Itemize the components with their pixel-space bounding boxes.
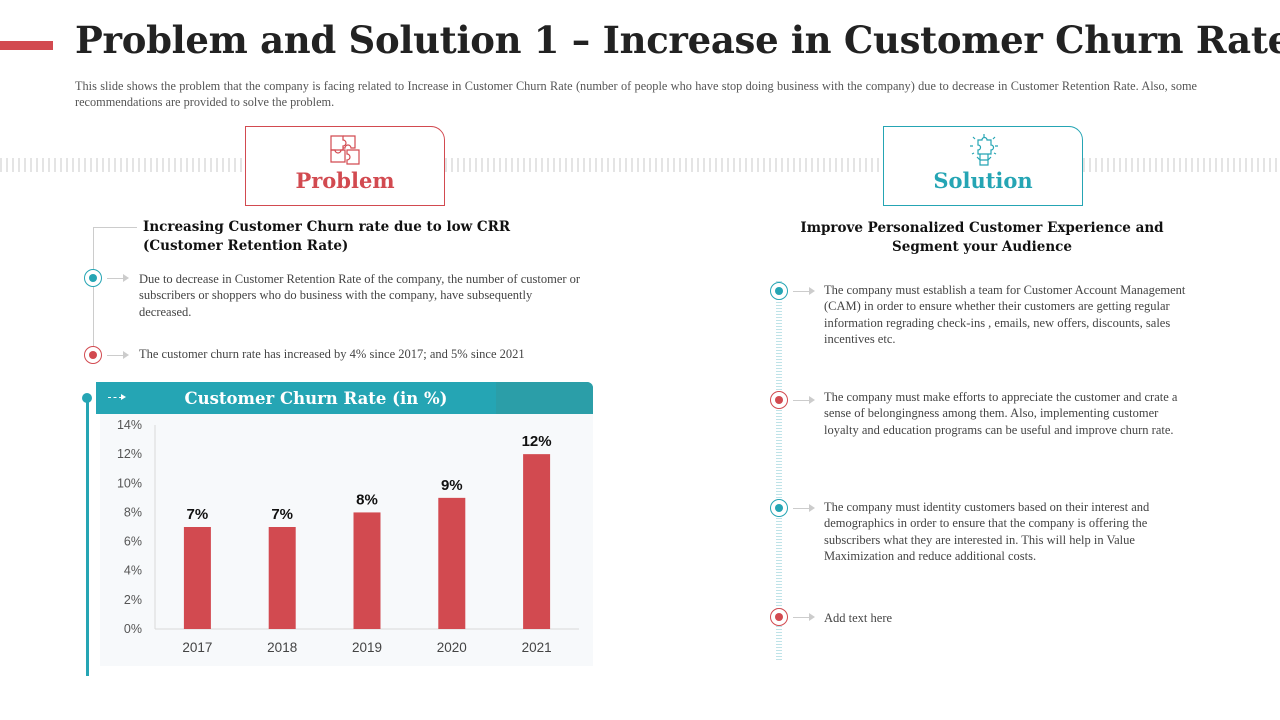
solution-point-4: Add text here bbox=[824, 611, 893, 625]
x-tick-label: 2018 bbox=[267, 640, 297, 655]
x-tick-label: 2019 bbox=[352, 640, 382, 655]
solution-header-box: Solution bbox=[883, 126, 1083, 206]
problem-label: Problem bbox=[295, 168, 395, 193]
solution-arrow-4 bbox=[793, 613, 815, 621]
puzzle-hand-icon bbox=[970, 134, 998, 166]
decorative-stripe-middle bbox=[445, 158, 883, 172]
solution-bullet-4 bbox=[770, 608, 788, 626]
y-tick-label: 6% bbox=[124, 535, 142, 549]
y-tick-label: 12% bbox=[117, 447, 142, 461]
bar-2019 bbox=[353, 512, 381, 629]
bar-2017 bbox=[183, 527, 211, 629]
solution-bullet-1 bbox=[770, 282, 788, 300]
problem-point-1: Due to decrease in Customer Retention Ra… bbox=[139, 272, 581, 319]
y-tick-label: 8% bbox=[124, 505, 142, 519]
y-tick-label: 10% bbox=[117, 476, 142, 490]
bar-value-label: 7% bbox=[271, 506, 293, 523]
churn-rate-chart: 0% 2% 4% 6% 8% 10% 12% 14% 7% 2017 7% 2018 8% 2019 9% 2… bbox=[117, 418, 579, 655]
title-accent-bar bbox=[0, 41, 53, 50]
solution-bullet-3 bbox=[770, 499, 788, 517]
chart-timeline-dot bbox=[82, 393, 92, 403]
problem-arrow-1 bbox=[107, 274, 129, 282]
problem-bullet-2 bbox=[84, 346, 102, 364]
y-tick-label: 2% bbox=[124, 593, 142, 607]
chart-timeline-line bbox=[86, 398, 89, 676]
chart-title: Customer Churn Rate (in %) bbox=[184, 389, 448, 408]
y-tick-label: 4% bbox=[124, 564, 142, 578]
problem-header-box: Problem bbox=[245, 126, 445, 206]
bar-2021 bbox=[523, 454, 551, 629]
y-tick-label: 0% bbox=[124, 622, 142, 636]
x-tick-label: 2021 bbox=[522, 640, 552, 655]
bar-value-label: 8% bbox=[356, 491, 378, 508]
chart-background bbox=[100, 414, 593, 666]
page-subtitle: This slide shows the problem that the co… bbox=[75, 79, 1197, 109]
x-tick-label: 2020 bbox=[437, 640, 467, 655]
bar-2020 bbox=[438, 497, 466, 629]
page-title: Problem and Solution 1 – Increase in Cus… bbox=[75, 18, 1280, 62]
decorative-stripe-right bbox=[1083, 158, 1280, 172]
solution-arrow-3 bbox=[793, 504, 815, 512]
solution-timeline-line bbox=[776, 281, 782, 661]
chart-header-shade bbox=[496, 382, 593, 414]
solution-label: Solution bbox=[933, 168, 1033, 193]
chart-header-arrow-icon bbox=[108, 394, 126, 400]
solution-bullet-2 bbox=[770, 391, 788, 409]
bar-value-label: 12% bbox=[522, 433, 552, 450]
solution-arrow-2 bbox=[793, 396, 815, 404]
bar-value-label: 7% bbox=[187, 506, 209, 523]
x-tick-label: 2017 bbox=[182, 640, 212, 655]
y-tick-label: 14% bbox=[117, 418, 142, 432]
decorative-stripe-left bbox=[0, 158, 245, 172]
puzzle-icon bbox=[330, 135, 360, 165]
problem-point-2: The customer churn rate has increased by… bbox=[139, 347, 525, 361]
solution-arrow-1 bbox=[793, 287, 815, 295]
problem-arrow-2 bbox=[107, 351, 129, 359]
solution-point-3: The company must identity customers base… bbox=[824, 500, 1150, 563]
solution-point-2: The company must make efforts to appreci… bbox=[824, 390, 1178, 437]
chart-header: Customer Churn Rate (in %) bbox=[96, 382, 593, 414]
bar-2018 bbox=[268, 527, 296, 629]
problem-bullet-1 bbox=[84, 269, 102, 287]
bar-value-label: 9% bbox=[441, 477, 463, 494]
solution-point-1: The company must establish a team for Cu… bbox=[824, 283, 1186, 346]
problem-connector-line bbox=[93, 227, 137, 355]
problem-heading: Increasing Customer Churn rate due to lo… bbox=[143, 219, 511, 254]
solution-heading: Improve Personalized Customer Experience… bbox=[800, 220, 1164, 255]
